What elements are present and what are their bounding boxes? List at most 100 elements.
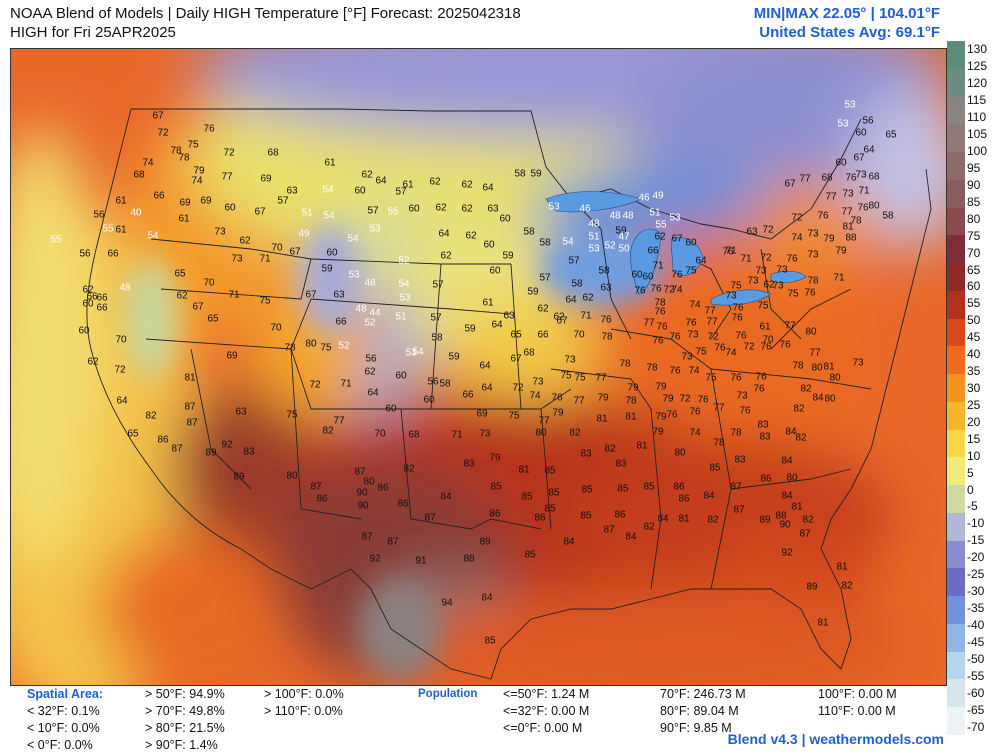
legend-tick-label: 90 [967,177,981,192]
temperature-label: 54 [398,278,410,290]
temperature-label: 70 [203,277,215,289]
temperature-label: 85 [548,487,560,499]
temperature-label: 78 [654,297,666,309]
population-stat: 70°F: 246.73 M [660,687,746,701]
color-scale-legend: 130 125 120 115 110 105 100 95 90 85 80 75 70 65 60 55 5… [947,41,999,736]
temperature-label: 71 [259,253,271,265]
temperature-label: 76 [634,285,646,297]
temperature-label: 82 [802,514,814,526]
temperature-label: 78 [619,358,631,370]
temperature-label: 50 [618,243,630,255]
temperature-label: 88 [463,553,475,565]
temperature-label: 67 [671,233,683,245]
temperature-label: 62 [582,292,594,304]
legend-swatch [947,374,965,403]
temperature-label: 48 [355,303,367,315]
temperature-label: 63 [333,289,345,301]
temperature-label: 48 [364,277,376,289]
temperature-label: 57 [367,205,379,217]
temperature-label: 59 [464,323,476,335]
temperature-label: 77 [713,402,725,414]
temperature-label: 66 [537,329,549,341]
temperature-label: 68 [133,169,145,181]
minmax-readout: MIN|MAX 22.05° | 104.01°F [753,5,940,22]
temperature-label: 77 [538,415,550,427]
temperature-label: 81 [625,411,637,423]
temperature-label: 59 [321,263,333,275]
temperature-label: 61 [759,321,771,333]
temperature-label: 53 [837,118,849,130]
legend-swatch [947,401,965,431]
temperature-label: 83 [734,454,746,466]
temperature-label: 82 [795,432,807,444]
temperature-label: 62 [553,311,565,323]
temperature-label: 73 [214,226,226,238]
temperature-label: 58 [431,332,443,344]
temperature-label: 73 [564,354,576,366]
temperature-label: 60 [326,247,338,259]
temperature-label: 75 [685,265,697,277]
temperature-label: 64 [482,182,494,194]
temperature-label: 76 [732,302,744,314]
population-stat: 90°F: 9.85 M [660,721,732,735]
temperature-label: 80 [286,470,298,482]
temperature-label: 81 [596,413,608,425]
legend-tick-label: 70 [967,245,981,260]
temperature-label: 74 [671,284,683,296]
temperature-label: 76 [779,339,791,351]
temperature-map[interactable]: 67 76 72 75 78 72 68 74 78 79 77 74 69 63 61 62 64 58 59 60… [10,48,947,686]
temperature-label: 66 [107,248,119,260]
legend-swatch [947,179,965,209]
legend-swatch [947,41,965,70]
temperature-label: 80 [824,393,836,405]
temperature-label: 65 [885,129,897,141]
temperature-label: 68 [408,429,420,441]
temperature-label: 60 [423,394,435,406]
temperature-label: 71 [858,185,870,197]
temperature-label: 66 [462,389,474,401]
temperature-label: 89 [205,447,217,459]
temperature-label: 79 [652,426,664,438]
temperature-label: 82 [145,410,157,422]
legend-swatch [947,651,965,680]
temperature-label: 86 [614,509,626,521]
legend-tick-label: 75 [967,228,981,243]
legend-swatch [947,96,965,125]
temperature-label: 78 [284,342,296,354]
temperature-label: 92 [781,547,793,559]
temperature-label: 81 [836,561,848,573]
temperature-label: 76 [650,283,662,295]
temperature-label: 83 [243,446,255,458]
temperature-label: 53 [548,201,560,213]
temperature-label: 60 [631,269,643,281]
temperature-label: 76 [857,202,869,214]
temperature-label: 72 [114,364,126,376]
temperature-label: 60 [835,157,847,169]
temperature-label: 75 [259,295,271,307]
temperature-label: 77 [643,317,655,329]
footer-credit[interactable]: Blend v4.3 | weathermodels.com [727,731,944,747]
temperature-label: 64 [695,255,707,267]
temperature-label: 63 [503,310,515,322]
spatial-stat: > 50°F: 94.9% [145,687,225,701]
temperature-label: 89 [233,471,245,483]
temperature-label: 88 [775,510,787,522]
temperature-label: 62 [537,303,549,315]
temperature-label: 85 [581,484,593,496]
temperature-label: 65 [174,268,186,280]
temperature-label: 83 [615,458,627,470]
temperature-label: 64 [375,175,387,187]
temperature-label: 56 [427,376,439,388]
temperature-label: 73 [736,390,748,402]
temperature-label: 75 [695,346,707,358]
temperature-label: 82 [569,427,581,439]
temperature-label: 78 [730,427,742,439]
legend-swatch [947,512,965,542]
temperature-label: 60 [499,213,511,225]
temperature-label: 72 [743,341,755,353]
temperature-label: 77 [799,173,811,185]
temperature-label: 61 [178,213,190,225]
temperature-label: 73 [747,275,759,287]
temperature-label: 70 [573,329,585,341]
temperature-label: 63 [600,282,612,294]
